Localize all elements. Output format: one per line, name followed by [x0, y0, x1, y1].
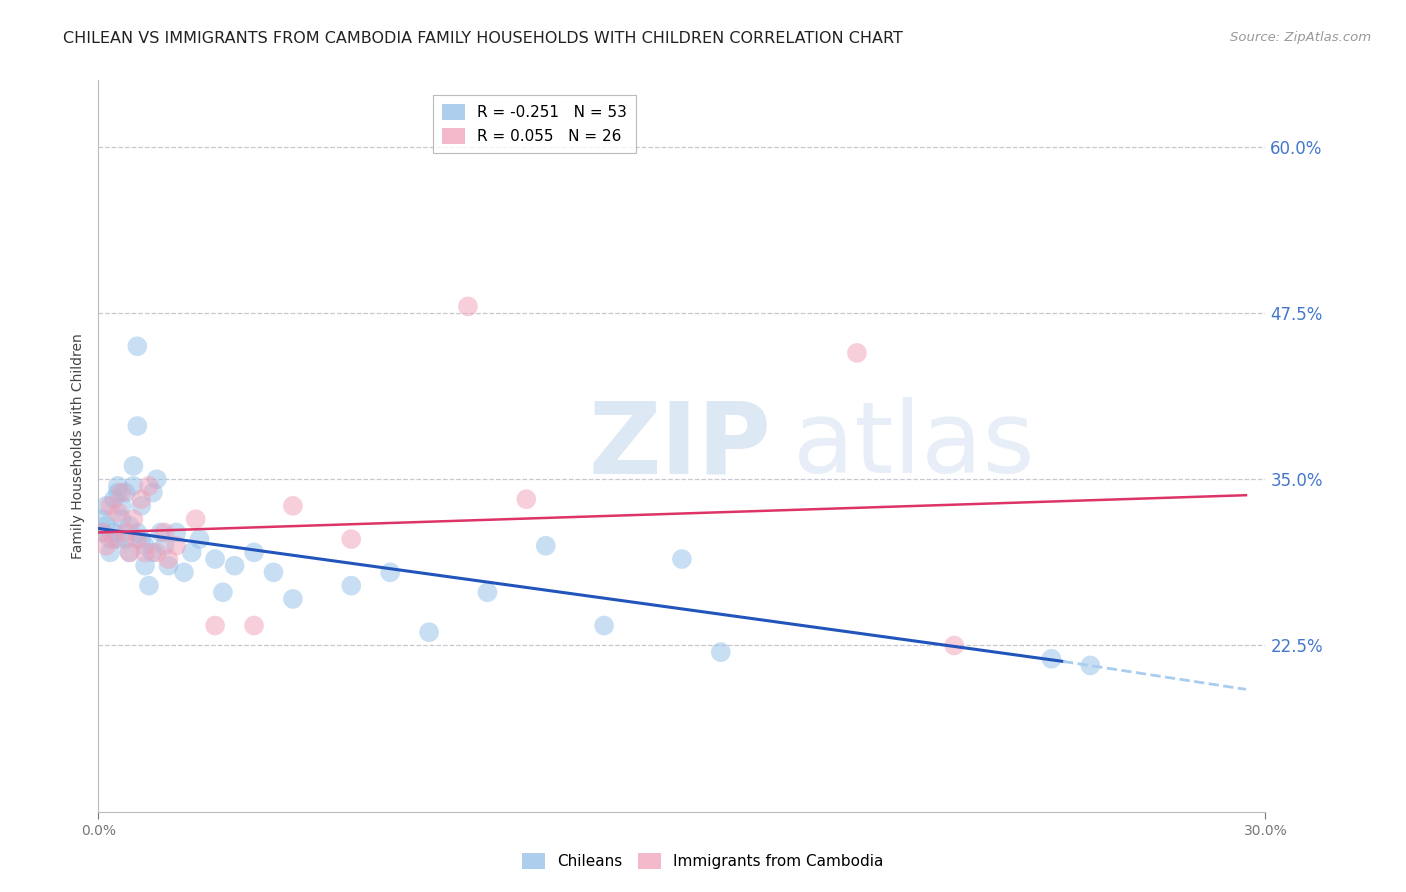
- Legend: R = -0.251   N = 53, R = 0.055   N = 26: R = -0.251 N = 53, R = 0.055 N = 26: [433, 95, 636, 153]
- Point: [129, 532, 152, 546]
- Point: [340, 532, 363, 546]
- Point: [165, 539, 187, 553]
- Point: [281, 591, 304, 606]
- Point: [180, 545, 202, 559]
- Point: [127, 532, 149, 546]
- Point: [96, 518, 118, 533]
- Point: [212, 585, 235, 599]
- Point: [107, 479, 129, 493]
- Point: [157, 558, 180, 573]
- Point: [418, 625, 440, 640]
- Point: [204, 618, 226, 632]
- Text: ZIP: ZIP: [589, 398, 772, 494]
- Point: [188, 532, 211, 546]
- Point: [157, 552, 180, 566]
- Point: [118, 545, 141, 559]
- Point: [153, 525, 176, 540]
- Point: [138, 579, 160, 593]
- Point: [671, 552, 693, 566]
- Point: [710, 645, 733, 659]
- Point: [243, 545, 266, 559]
- Point: [114, 525, 136, 540]
- Point: [114, 485, 136, 500]
- Point: [243, 618, 266, 632]
- Point: [134, 545, 156, 559]
- Point: [118, 545, 141, 559]
- Point: [111, 485, 134, 500]
- Point: [142, 545, 165, 559]
- Point: [96, 539, 118, 553]
- Point: [107, 485, 129, 500]
- Point: [127, 339, 149, 353]
- Point: [134, 539, 156, 553]
- Point: [122, 512, 145, 526]
- Point: [943, 639, 966, 653]
- Point: [149, 525, 172, 540]
- Point: [204, 552, 226, 566]
- Point: [1080, 658, 1102, 673]
- Point: [122, 458, 145, 473]
- Point: [111, 499, 134, 513]
- Point: [103, 525, 125, 540]
- Point: [91, 525, 114, 540]
- Point: [129, 499, 152, 513]
- Point: [111, 512, 134, 526]
- Point: [107, 506, 129, 520]
- Point: [122, 479, 145, 493]
- Point: [146, 472, 169, 486]
- Point: [96, 499, 118, 513]
- Y-axis label: Family Households with Children: Family Households with Children: [70, 333, 84, 559]
- Point: [477, 585, 499, 599]
- Point: [173, 566, 195, 580]
- Point: [91, 512, 114, 526]
- Point: [103, 492, 125, 507]
- Point: [98, 545, 121, 559]
- Point: [153, 539, 176, 553]
- Point: [118, 518, 141, 533]
- Point: [103, 532, 125, 546]
- Point: [457, 299, 479, 313]
- Point: [340, 579, 363, 593]
- Point: [165, 525, 187, 540]
- Point: [146, 545, 169, 559]
- Point: [138, 479, 160, 493]
- Point: [1040, 652, 1063, 666]
- Point: [515, 492, 537, 507]
- Legend: Chileans, Immigrants from Cambodia: Chileans, Immigrants from Cambodia: [516, 847, 890, 875]
- Point: [114, 532, 136, 546]
- Point: [846, 346, 869, 360]
- Text: Source: ZipAtlas.com: Source: ZipAtlas.com: [1230, 31, 1371, 45]
- Point: [134, 558, 156, 573]
- Point: [534, 539, 557, 553]
- Text: CHILEAN VS IMMIGRANTS FROM CAMBODIA FAMILY HOUSEHOLDS WITH CHILDREN CORRELATION : CHILEAN VS IMMIGRANTS FROM CAMBODIA FAMI…: [63, 31, 903, 46]
- Point: [91, 525, 114, 540]
- Point: [127, 525, 149, 540]
- Point: [142, 485, 165, 500]
- Point: [127, 419, 149, 434]
- Point: [593, 618, 616, 632]
- Point: [262, 566, 284, 580]
- Point: [129, 492, 152, 507]
- Text: atlas: atlas: [793, 398, 1035, 494]
- Point: [380, 566, 402, 580]
- Point: [281, 499, 304, 513]
- Point: [184, 512, 207, 526]
- Point: [224, 558, 246, 573]
- Point: [107, 532, 129, 546]
- Point: [98, 499, 121, 513]
- Point: [98, 532, 121, 546]
